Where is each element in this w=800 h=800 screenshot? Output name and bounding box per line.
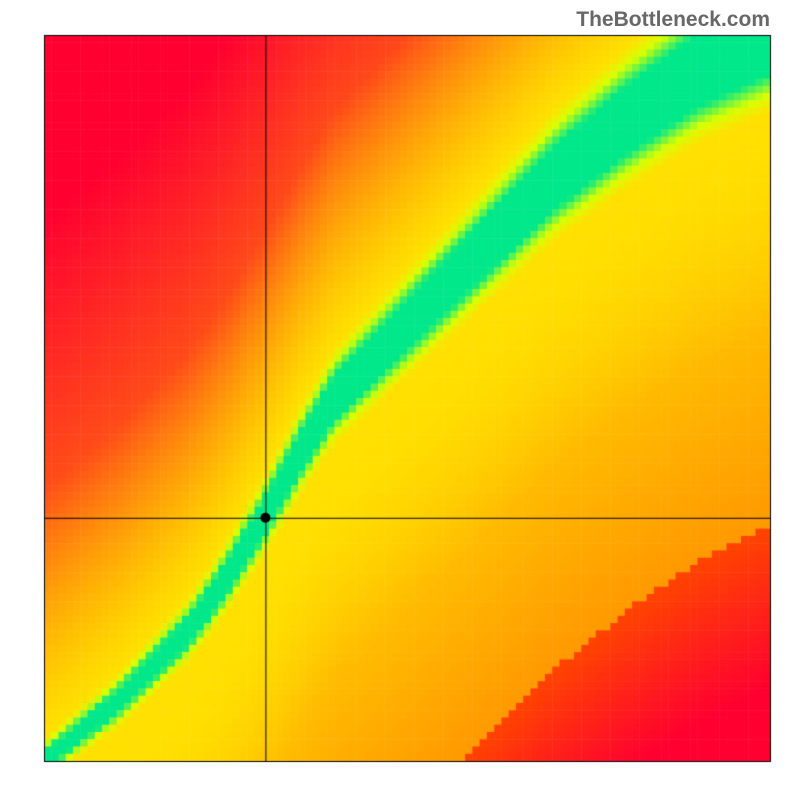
chart-container: TheBottleneck.com (0, 0, 800, 800)
heatmap-canvas (0, 0, 800, 800)
watermark-text: TheBottleneck.com (576, 8, 770, 32)
